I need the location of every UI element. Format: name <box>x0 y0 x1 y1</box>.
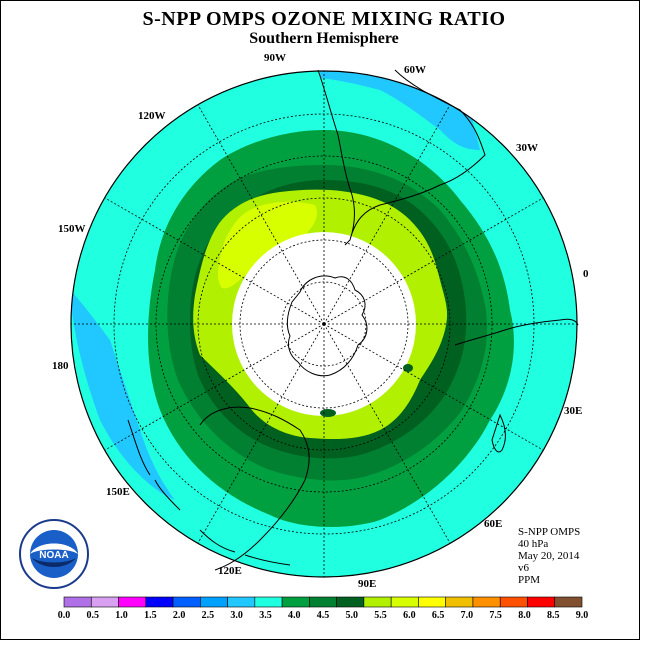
map-subtitle: Southern Hemisphere <box>249 30 399 47</box>
legend-tick-label: 7.0 <box>460 610 474 621</box>
lon-label-0: 0 <box>583 268 589 280</box>
legend-tick-label: 4.5 <box>316 610 330 621</box>
band-3-0-west <box>71 290 175 500</box>
lon-label-120e: 120E <box>218 565 242 577</box>
legend-swatch <box>472 596 501 608</box>
legend-tick-label: 3.5 <box>259 610 272 621</box>
band-6-0 <box>218 201 317 289</box>
info-instrument: S-NPP OMPS <box>518 526 581 538</box>
legend-swatch <box>254 596 283 608</box>
legend-tick-label: 5.0 <box>345 610 359 621</box>
legend-tick-label: 9.0 <box>575 610 589 621</box>
legend-tick-label: 0.5 <box>86 610 100 621</box>
info-version: v6 <box>518 562 529 574</box>
lon-label-90e: 90E <box>358 578 377 590</box>
antarctica-coast <box>286 275 368 377</box>
noaa-logo: NOAA <box>19 519 89 589</box>
legend-swatch <box>90 596 119 608</box>
lon-label-120w: 120W <box>138 110 166 122</box>
info-block: S-NPP OMPS 40 hPa May 20, 2014 v6 PPM <box>518 526 580 586</box>
lon-label-60w: 60W <box>404 64 426 76</box>
band-3-0-northeast <box>320 71 480 150</box>
legend-tick-label: 8.5 <box>546 610 560 621</box>
legend-swatch <box>145 596 174 608</box>
legend-tick-label: 2.0 <box>172 610 186 621</box>
lon-label-180: 180 <box>52 360 69 372</box>
coastlines <box>127 69 579 571</box>
info-units: PPM <box>518 574 541 586</box>
legend-swatch <box>200 596 228 608</box>
lon-label-30e: 30E <box>564 405 583 417</box>
legend-tick-label: 8.0 <box>518 610 531 621</box>
legend-tick-label: 7.5 <box>489 610 502 621</box>
legend-tick-label: 2.5 <box>201 610 215 621</box>
legend-swatch <box>281 596 310 608</box>
legend-swatch <box>418 596 446 608</box>
indonesia-coast <box>199 529 291 566</box>
lon-label-150w: 150W <box>58 223 86 235</box>
legend-tick-label: 6.5 <box>431 610 445 621</box>
madagascar-coast <box>491 413 506 453</box>
spot-1 <box>320 409 336 417</box>
legend-swatch <box>554 596 583 608</box>
lon-label-60e: 60E <box>484 518 503 530</box>
legend-tick-label: 5.5 <box>374 610 387 621</box>
legend-tick-label: 6.0 <box>403 610 416 621</box>
legend-swatch <box>390 596 419 608</box>
legend-tick-label: 4.0 <box>287 610 301 621</box>
legend-swatch <box>445 596 474 608</box>
australia-coast <box>199 406 310 571</box>
lon-label-90w: 90W <box>264 52 286 64</box>
lon-label-30w: 30W <box>516 142 538 154</box>
legend-swatch <box>527 596 556 608</box>
legend-swatch <box>309 596 337 608</box>
legend-swatch <box>118 596 147 608</box>
map-border <box>70 70 578 578</box>
info-level: 40 hPa <box>518 538 549 550</box>
legend-tick-label: 1.5 <box>144 610 157 621</box>
spot-2 <box>403 364 413 372</box>
color-legend <box>63 596 583 608</box>
legend-swatch <box>363 596 392 608</box>
legend-tick-label: 1.0 <box>115 610 128 621</box>
new-zealand-coast <box>127 419 181 511</box>
info-date: May 20, 2014 <box>518 550 580 562</box>
graticule <box>71 71 577 577</box>
legend-swatch <box>63 596 92 608</box>
noaa-logo-text: NOAA <box>39 550 68 561</box>
legend-tick-label: 0.0 <box>57 610 71 621</box>
legend-swatch <box>499 596 528 608</box>
legend-swatch <box>227 596 256 608</box>
africa-coast <box>454 318 579 346</box>
legend-tick-label: 3.0 <box>230 610 243 621</box>
legend-swatch <box>172 596 201 608</box>
pole-dot <box>322 322 326 326</box>
ozone-field <box>71 71 577 577</box>
legend-swatch <box>336 596 365 608</box>
lon-label-150e: 150E <box>106 486 130 498</box>
map-title: S-NPP OMPS OZONE MIXING RATIO <box>142 8 506 30</box>
map-frame <box>0 0 640 640</box>
